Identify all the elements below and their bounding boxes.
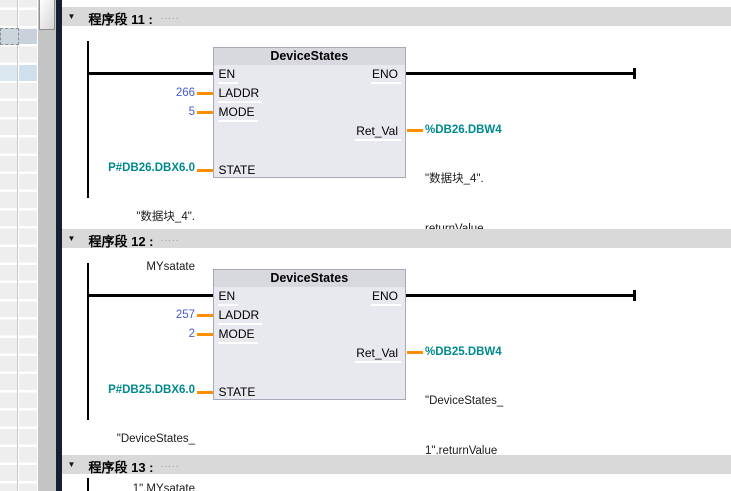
state-stub xyxy=(197,390,213,394)
network-11-title: 程序段 11 : xyxy=(88,12,153,27)
pin-laddr[interactable]: LADDR xyxy=(217,308,263,325)
network-13-header[interactable]: ▼ 程序段 13 : ..... xyxy=(61,455,731,475)
state-stub xyxy=(197,168,213,172)
network-13-title: 程序段 13 : xyxy=(88,460,154,475)
network-12-header[interactable]: ▼ 程序段 12 : ..... xyxy=(61,229,731,249)
network-13-comment[interactable]: ..... xyxy=(160,459,180,470)
pin-eno[interactable]: ENO xyxy=(370,289,401,306)
en-wire xyxy=(88,294,213,297)
pin-retval[interactable]: Ret_Val xyxy=(355,346,401,363)
function-block-devicestates-12[interactable]: DeviceStates EN LADDR MODE STATE ENO Ret… xyxy=(212,268,406,402)
mode-constant[interactable]: 2 xyxy=(188,328,195,340)
pin-state[interactable]: STATE xyxy=(217,163,259,180)
power-rail xyxy=(87,41,89,198)
network-12-title: 程序段 12 : xyxy=(88,234,154,249)
vertical-scrollbar-track[interactable] xyxy=(38,0,56,491)
function-block-devicestates-11[interactable]: DeviceStates EN LADDR MODE STATE ENO Ret… xyxy=(212,46,406,180)
eno-wire xyxy=(406,72,634,75)
laddr-constant[interactable]: 266 xyxy=(175,87,195,99)
retval-operand-address: %DB26.DBW4 xyxy=(425,123,502,136)
laddr-stub xyxy=(197,91,213,95)
en-wire xyxy=(88,72,213,75)
state-operand-address: P#DB25.DBX6.0 xyxy=(108,383,195,396)
retval-operand-line2: "数据块_4". xyxy=(425,173,484,185)
eno-wire-end xyxy=(633,68,636,79)
pin-en[interactable]: EN xyxy=(217,289,239,306)
retval-operand-line3: 1".returnValue xyxy=(425,444,498,457)
collapse-triangle-icon[interactable]: ▼ xyxy=(67,234,76,243)
network-11-comment[interactable]: ..... xyxy=(160,11,180,22)
eno-wire xyxy=(406,294,634,297)
power-rail xyxy=(87,478,89,491)
side-table-column-1 xyxy=(0,0,17,491)
side-table-highlight-cell-2[interactable] xyxy=(18,64,37,81)
mode-stub xyxy=(197,110,213,114)
block-title[interactable]: DeviceStates xyxy=(213,47,405,65)
state-operand-line2: "DeviceStates_ xyxy=(116,433,195,445)
pin-mode[interactable]: MODE xyxy=(217,327,258,344)
network-11-header[interactable]: ▼ 程序段 11 : ..... xyxy=(61,7,731,27)
side-table-selected-cell-2[interactable] xyxy=(18,28,37,44)
pin-eno[interactable]: ENO xyxy=(370,67,401,84)
pin-retval[interactable]: Ret_Val xyxy=(355,124,401,141)
retval-operand-address: %DB25.DBW4 xyxy=(425,345,502,358)
pin-laddr[interactable]: LADDR xyxy=(217,86,263,103)
network-12-comment[interactable]: ..... xyxy=(160,233,180,244)
eno-wire-end xyxy=(633,290,636,301)
retval-operand-line2: "DeviceStates_ xyxy=(425,395,504,407)
state-operand[interactable]: P#DB25.DBX6.0 "DeviceStates_ 1".MYsatate xyxy=(108,349,195,491)
side-table-column-2 xyxy=(18,0,37,491)
retval-stub xyxy=(407,129,423,132)
mode-constant[interactable]: 5 xyxy=(188,106,195,118)
retval-operand[interactable]: %DB25.DBW4 "DeviceStates_ 1".returnValue xyxy=(425,311,503,491)
pin-state[interactable]: STATE xyxy=(217,385,259,402)
collapse-triangle-icon[interactable]: ▼ xyxy=(67,12,76,21)
panel-edge-strip xyxy=(56,0,62,491)
side-table-divider xyxy=(17,0,19,491)
state-operand-address: P#DB26.DBX6.0 xyxy=(108,161,195,174)
mode-stub xyxy=(197,332,213,336)
block-title[interactable]: DeviceStates xyxy=(213,269,405,287)
pin-mode[interactable]: MODE xyxy=(217,105,258,122)
laddr-constant[interactable]: 257 xyxy=(175,309,195,321)
laddr-stub xyxy=(197,313,213,317)
state-operand-line3: 1".MYsatate xyxy=(132,482,195,491)
state-operand[interactable]: P#DB26.DBX6.0 "数据块_4". MYsatate xyxy=(108,127,195,309)
retval-stub xyxy=(407,351,423,354)
collapse-triangle-icon[interactable]: ▼ xyxy=(67,460,76,469)
vertical-scrollbar-thumb[interactable] xyxy=(39,0,55,30)
state-operand-line2: "数据块_4". xyxy=(136,211,195,223)
side-table-highlight-cell[interactable] xyxy=(0,64,17,81)
power-rail xyxy=(87,263,89,420)
side-table-selected-cell[interactable] xyxy=(0,28,19,45)
pin-en[interactable]: EN xyxy=(217,67,239,84)
state-operand-line3: MYsatate xyxy=(146,260,195,273)
